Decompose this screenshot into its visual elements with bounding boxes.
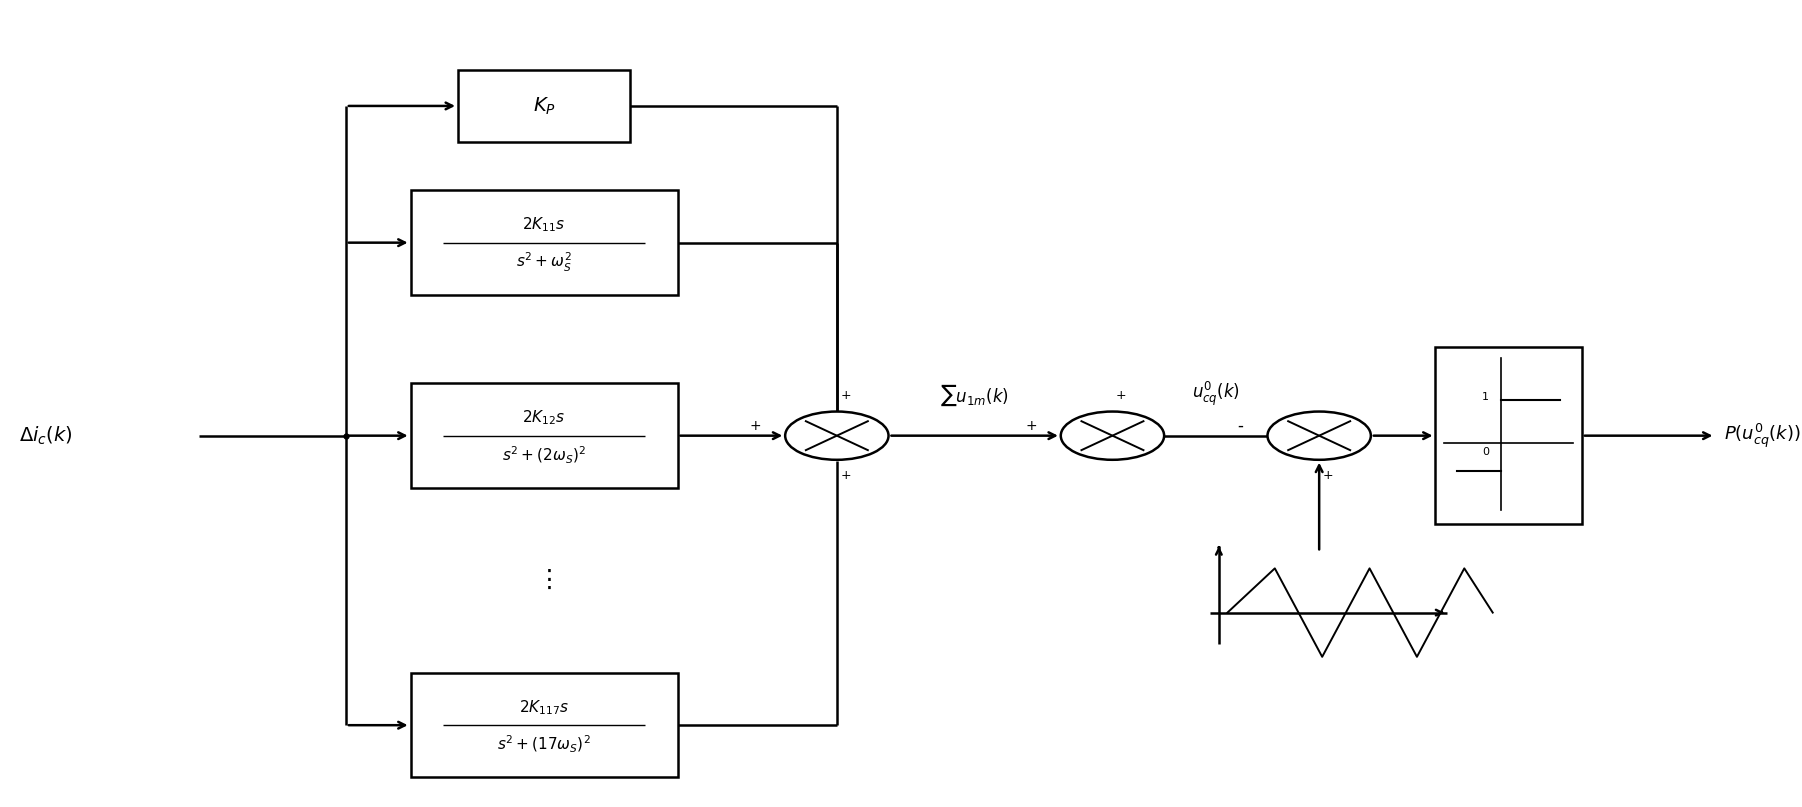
Text: $s^2+(2\omega_S)^2$: $s^2+(2\omega_S)^2$ (503, 445, 586, 466)
Text: $K_P$: $K_P$ (533, 95, 555, 116)
Text: $\Delta i_{c}(k)$: $\Delta i_{c}(k)$ (18, 424, 72, 447)
Text: $\vdots$: $\vdots$ (537, 569, 551, 592)
Text: $\sum u_{1m}(k)$: $\sum u_{1m}(k)$ (941, 383, 1009, 408)
Bar (411, 673, 678, 777)
Bar (411, 190, 678, 295)
Text: +: + (750, 419, 760, 433)
Text: 0: 0 (1483, 447, 1488, 457)
Text: $s^2+(17\omega_S)^2$: $s^2+(17\omega_S)^2$ (497, 734, 591, 755)
Text: $2K_{12}s$: $2K_{12}s$ (523, 408, 566, 428)
Bar (1436, 347, 1582, 524)
Text: +: + (840, 470, 851, 483)
Text: $2K_{117}s$: $2K_{117}s$ (519, 698, 569, 717)
Text: +: + (1025, 419, 1036, 433)
Text: +: + (840, 389, 851, 402)
Text: $2K_{11}s$: $2K_{11}s$ (523, 215, 566, 234)
Text: $s^2+\omega_S^2$: $s^2+\omega_S^2$ (515, 250, 571, 274)
Text: +: + (1115, 389, 1126, 402)
Text: -: - (1238, 417, 1243, 435)
Bar (458, 69, 631, 142)
Bar (411, 383, 678, 488)
Text: $u_{cq}^{0}(k)$: $u_{cq}^{0}(k)$ (1191, 379, 1240, 408)
Text: $P(u_{cq}^{0}(k))$: $P(u_{cq}^{0}(k))$ (1725, 421, 1800, 449)
Text: +: + (1323, 470, 1333, 483)
Text: 1: 1 (1483, 391, 1488, 402)
